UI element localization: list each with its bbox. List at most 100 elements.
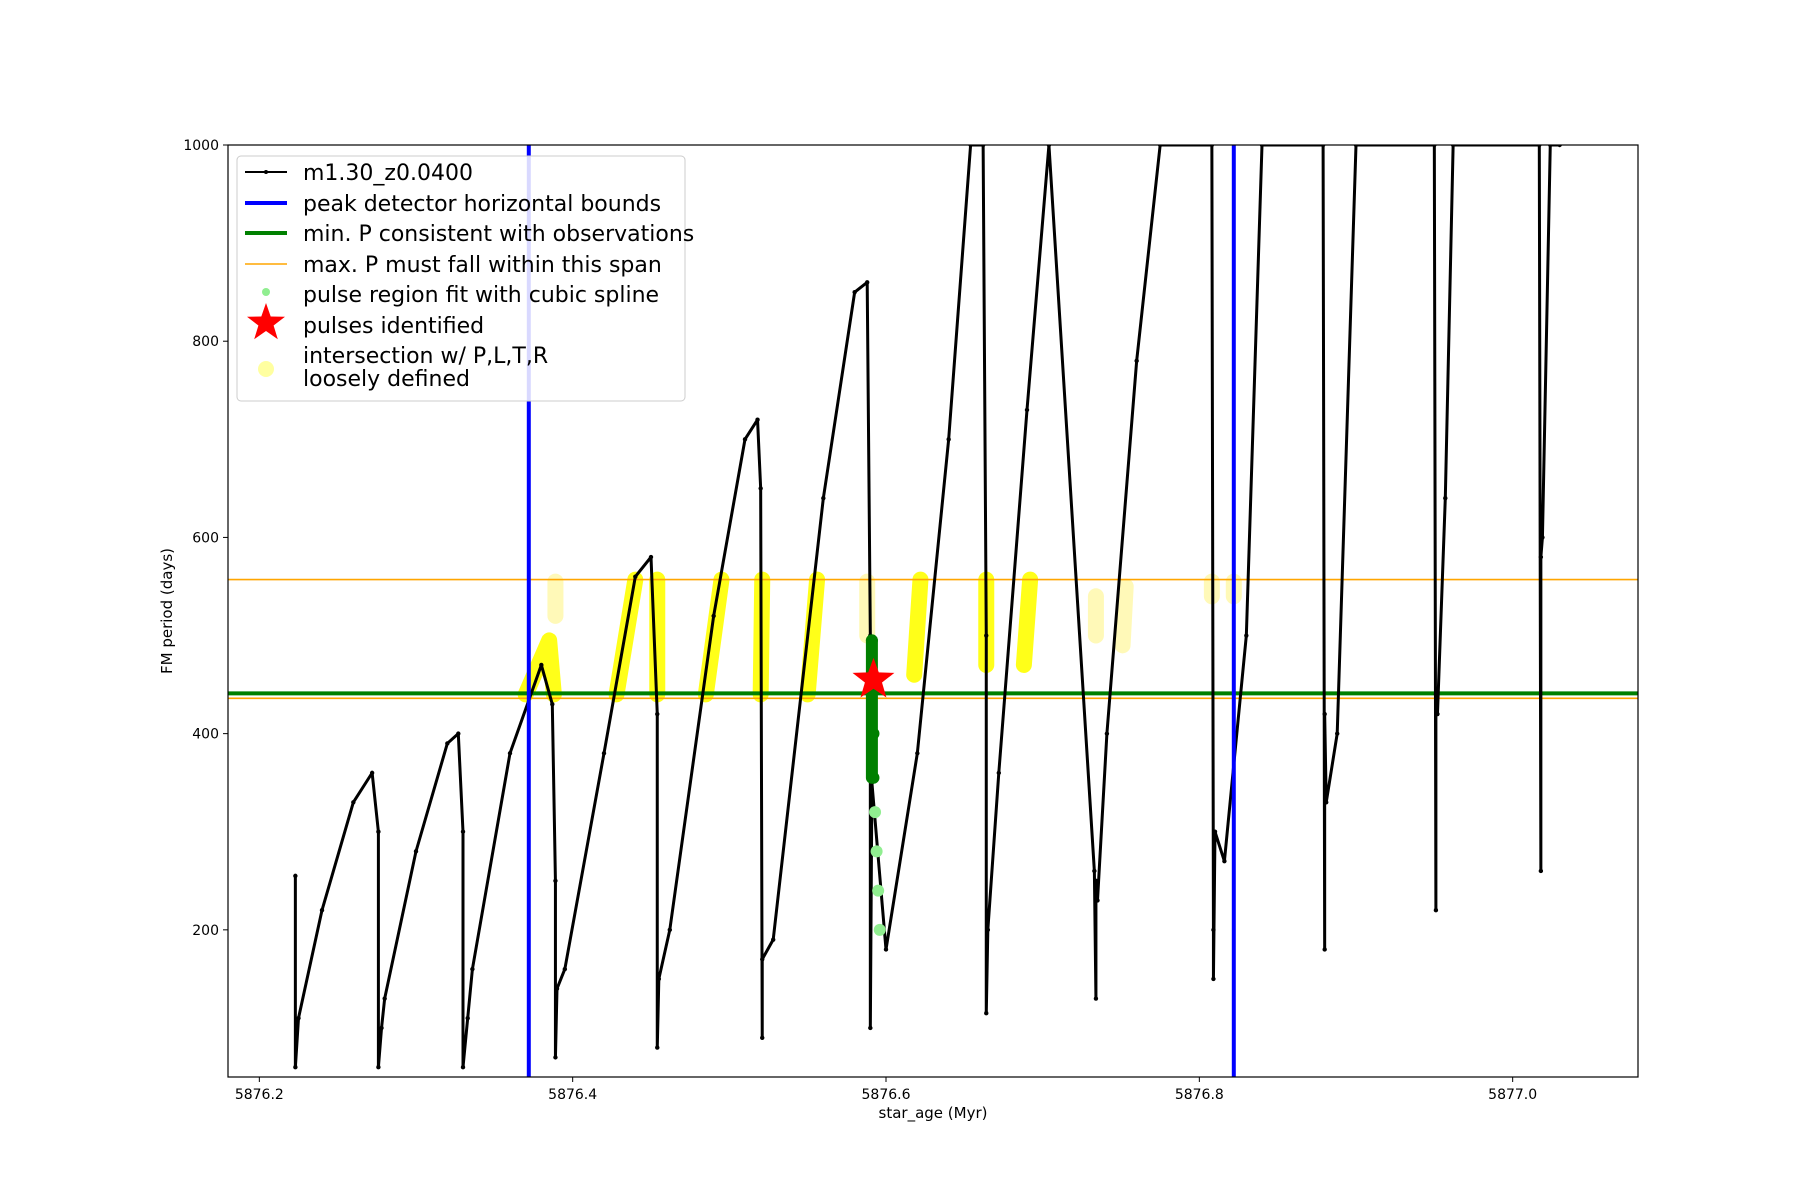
series-m1.30-point-42 [868,1025,873,1031]
y-tick-label-0: 200 [192,923,219,939]
series-m1.30-point-2 [296,1015,301,1021]
series-m1.30-point-84 [1540,535,1545,540]
series-m1.30-point-46 [946,437,951,442]
series-m1.30-point-32 [742,437,748,442]
series-m1.30-point-40 [865,280,870,285]
x-axis-label: star_age (Myr) [879,1104,988,1123]
x-tick-label-4: 5877.0 [1488,1087,1537,1103]
series-m1.30-point-18 [539,662,544,668]
series-m1.30-point-10 [413,849,419,854]
series-m1.30-point-83 [1538,554,1544,560]
series-m1.30-point-23 [562,966,568,972]
series-m1.30-point-34 [758,486,763,491]
series-m1.30-point-45 [915,751,920,756]
legend-handle-4 [262,288,270,296]
legend-label-4: pulse region fit with cubic spline [303,283,659,308]
series-m1.30-point-64 [1211,976,1216,982]
x-tick-label-0: 5876.2 [235,1087,284,1103]
series-m1.30-point-1 [293,1064,298,1070]
series-m1.30-point-52 [996,770,1001,776]
legend-label-5: pulses identified [303,314,484,339]
series-m1.30-point-58 [1095,898,1100,903]
series-m1.30-point-72 [1324,800,1329,805]
series-m1.30-point-70 [1322,947,1327,952]
series-m1.30-point-67 [1244,633,1249,638]
spline-point-7 [873,923,886,936]
series-m1.30-point-49 [984,633,989,638]
series-m1.30-point-79 [1443,495,1448,501]
spline-point-6 [872,884,885,897]
series-m1.30-point-37 [771,937,776,942]
legend-handle-5 [247,303,285,340]
intersection-segment-3 [697,571,730,703]
series-m1.30-point-59 [1104,731,1110,736]
legend-box [236,155,686,402]
intersection-segment-0 [517,632,562,703]
series-m1.30-point-31 [711,613,716,619]
series-m1.30-point-38 [821,495,826,501]
series-m1.30-point-76 [1433,908,1439,913]
series-m1.30-point-26 [648,554,654,560]
series-m1.30-point-51 [985,927,991,933]
plot-content [228,145,1638,1077]
series-m1.30-point-7 [376,1064,381,1070]
series-m1.30-point-44 [883,947,889,952]
series-m1.30-point-22 [554,986,560,991]
axis-ticks: 5876.2 5876.4 5876.6 5876.8 5877.0 200 400 600 8… [183,138,1537,1103]
series-m1.30-point-78 [1435,711,1440,717]
series-m1.30-point-16 [470,966,475,972]
series-m1.30-point-24 [601,751,607,756]
series-m1.30-point-21 [553,1055,558,1060]
series-m1.30-point-65 [1212,829,1218,834]
series-m1.30-point-36 [760,957,765,962]
series-m1.30-point-12 [456,731,461,736]
series-m1.30-point-14 [460,1064,466,1070]
series-m1.30-point-71 [1322,711,1327,717]
series-m1.30-point-82 [1538,868,1544,874]
legend-label-1: peak detector horizontal bounds [303,192,661,217]
series-m1.30-point-29 [656,976,662,982]
series-m1.30-point-13 [460,829,466,834]
x-tick-label-3: 5876.8 [1175,1087,1224,1103]
series-m1.30-point-9 [382,996,387,1001]
series-m1.30-point-73 [1335,731,1340,736]
series-m1.30-point-35 [760,1035,765,1040]
series-m1.30-point-11 [445,741,450,746]
spline-point-4 [869,806,882,819]
series-m1.30-point-63 [1211,927,1216,933]
series-m1.30-point-33 [755,417,760,422]
series-m1.30-point-56 [1093,996,1099,1001]
pulse-star-0 [852,657,895,698]
y-tick-label-2: 600 [192,530,219,546]
spline-point-5 [870,845,883,858]
x-tick-label-1: 5876.4 [548,1087,597,1103]
plot-area [228,145,1638,1077]
series-m1.30-point-6 [376,829,381,834]
series-m1.30-point-27 [655,711,660,717]
series-m1.30-point-20 [553,878,558,883]
series-m1.30-point-19 [550,702,555,707]
series-m1.30-point-15 [465,1015,470,1021]
series-m1.30-point-53 [1024,407,1030,413]
series-m1.30-point-17 [507,751,513,756]
y-tick-label-4: 1000 [183,138,219,154]
axes-frame [227,144,1639,1078]
legend-label-2: min. P consistent with observations [303,222,694,247]
series-m1.30-point-77 [1433,692,1439,697]
legend-handle-marker-0 [264,170,268,174]
series-m1.30-point-50 [984,1011,989,1016]
legend-label-6: intersection w/ P,L,T,R [303,344,548,369]
x-tick-label-2: 5876.6 [862,1087,911,1103]
y-tick-label-1: 400 [192,727,219,743]
series-m1.30-point-25 [633,574,638,579]
intersection-faint-segment-3 [1114,578,1134,654]
series-m1.30-point-57 [1093,878,1099,883]
legend-label-6-line2: loosely defined [303,367,470,392]
series-m1.30-point-0 [293,873,298,879]
series-m1.30-point-60 [1134,358,1139,364]
series-m1.30-point-28 [655,1045,660,1050]
intersection-segment-6 [906,571,929,683]
series-m1.30-point-8 [379,1025,384,1031]
